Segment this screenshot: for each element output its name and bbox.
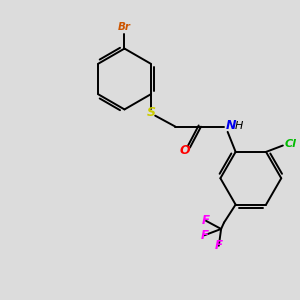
Text: F: F xyxy=(202,214,210,227)
Text: N: N xyxy=(225,119,236,132)
Text: H: H xyxy=(235,121,243,130)
Text: F: F xyxy=(200,229,208,242)
Text: Cl: Cl xyxy=(284,140,296,149)
Text: S: S xyxy=(146,106,155,119)
Text: Br: Br xyxy=(118,22,131,32)
Text: O: O xyxy=(179,144,190,157)
Text: F: F xyxy=(215,239,223,252)
